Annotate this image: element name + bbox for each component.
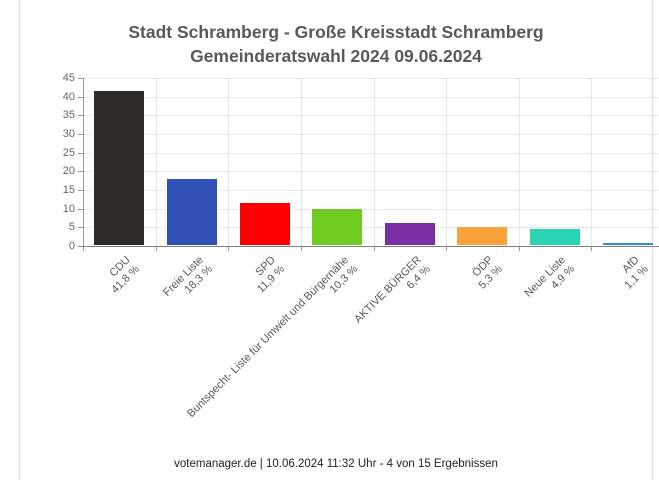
x-axis-tick [446, 246, 447, 251]
x-axis-label: Neue Liste 4,9 % [523, 254, 579, 310]
bar-AKTIVE BÜRGER[interactable] [384, 222, 436, 246]
gridline-vertical [301, 78, 302, 246]
x-axis-label: ÖDP 5,3 % [468, 254, 506, 292]
y-axis-tick [78, 190, 83, 191]
y-axis-tick [78, 97, 83, 98]
y-axis-tick [78, 209, 83, 210]
x-axis-line [78, 246, 659, 247]
gridline-vertical [591, 78, 592, 246]
x-axis-label: Freie Liste 18,3 % [161, 254, 216, 309]
y-axis-label: 5 [68, 221, 75, 233]
gridline-vertical [374, 78, 375, 246]
gridline-horizontal [83, 190, 659, 191]
y-axis-label: 30 [62, 128, 75, 140]
x-axis-tick [374, 246, 375, 251]
bar-SPD[interactable] [239, 202, 291, 246]
bar-Neue Liste[interactable] [529, 228, 581, 246]
y-axis-label: 20 [62, 165, 75, 177]
bar-Freie Liste[interactable] [166, 178, 218, 246]
gridline-horizontal [83, 227, 659, 228]
x-axis-label: AKTIVE BÜRGER 6,4 % [352, 254, 433, 335]
gridline-vertical [228, 78, 229, 246]
gridline-vertical [446, 78, 447, 246]
gridline-horizontal [83, 78, 659, 79]
gridline-vertical [519, 78, 520, 246]
gridline-horizontal [83, 153, 659, 154]
x-axis-label-percent: 10,3 % [327, 263, 360, 296]
bar-ÖDP[interactable] [456, 226, 508, 246]
gridline-vertical [156, 78, 157, 246]
x-axis-tick [83, 246, 84, 251]
gridline-horizontal [83, 97, 659, 98]
y-axis-label: 45 [62, 72, 75, 84]
y-axis-tick [78, 115, 83, 116]
y-axis-label: 10 [62, 203, 75, 215]
bar-Buntspecht- Liste für Umwelt und Bürgernähe[interactable] [311, 208, 363, 246]
y-axis-label: 35 [62, 109, 75, 121]
x-axis-label: AfD 1,1 % [613, 254, 651, 292]
chart-card: Stadt Schramberg - Große Kreisstadt Schr… [19, 0, 659, 480]
x-axis-tick [301, 246, 302, 251]
gridline-horizontal [83, 115, 659, 116]
x-axis-tick [519, 246, 520, 251]
x-axis-tick [591, 246, 592, 251]
chart-title: Stadt Schramberg - Große Kreisstadt Schr… [20, 20, 652, 68]
y-axis-label: 15 [62, 184, 75, 196]
bar-chart: 0 5 10 15 20 25 30 35 40 45 CDU 41,8 % Freie Liste 18… [20, 0, 659, 480]
x-axis-label: SPD 11,9 % [246, 254, 288, 296]
gridline-horizontal [83, 134, 659, 135]
y-axis-label: 25 [62, 147, 75, 159]
x-axis-tick [228, 246, 229, 251]
x-axis-tick [156, 246, 157, 251]
chart-title-line2: Gemeinderatswahl 2024 09.06.2024 [190, 46, 482, 66]
gridline-horizontal [83, 171, 659, 172]
x-axis-label: CDU 41,8 % [100, 254, 143, 297]
chart-title-line1: Stadt Schramberg - Große Kreisstadt Schr… [128, 22, 544, 42]
y-axis-label: 40 [62, 91, 75, 103]
y-axis-tick [78, 78, 83, 79]
y-axis-tick [78, 227, 83, 228]
y-axis-tick [78, 153, 83, 154]
y-axis-label: 0 [68, 240, 75, 252]
y-axis-tick [78, 171, 83, 172]
y-axis-tick [78, 134, 83, 135]
gridline-horizontal [83, 209, 659, 210]
bar-CDU[interactable] [93, 90, 145, 246]
footer-text: votemanager.de | 10.06.2024 11:32 Uhr - … [174, 458, 498, 470]
bar-AfD[interactable] [602, 242, 654, 246]
y-axis-line [83, 78, 84, 247]
